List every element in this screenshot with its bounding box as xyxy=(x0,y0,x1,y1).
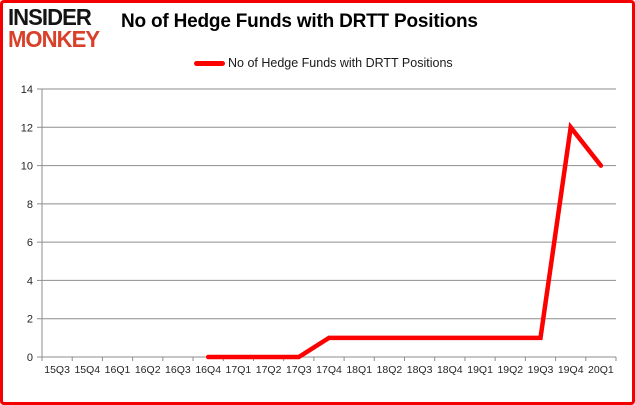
x-axis-tick-label: 18Q3 xyxy=(407,364,433,376)
series-line xyxy=(205,121,604,360)
x-axis-tick-label: 19Q3 xyxy=(528,364,554,376)
x-axis-tick-label: 17Q2 xyxy=(256,364,282,376)
x-axis-tick-label: 19Q2 xyxy=(497,364,523,376)
y-axis-tick-label: 4 xyxy=(27,275,33,287)
y-axis-tick-label: 8 xyxy=(27,199,33,211)
x-axis-tick-label: 16Q3 xyxy=(165,364,191,376)
logo-line-insider: INSIDER xyxy=(8,4,92,30)
legend: No of Hedge Funds with DRTT Positions xyxy=(194,56,453,70)
x-axis-tick-label: 17Q1 xyxy=(226,364,252,376)
x-axis-tick-label: 19Q1 xyxy=(467,364,493,376)
logo-line-monkey: MONKEY xyxy=(8,26,100,52)
y-axis-tick-label: 10 xyxy=(21,161,33,173)
x-axis-tick-label: 18Q1 xyxy=(346,364,372,376)
x-axis-tick-label: 17Q4 xyxy=(316,364,342,376)
x-axis-tick-label: 18Q2 xyxy=(377,364,403,376)
x-axis-tick-label: 19Q4 xyxy=(558,364,584,376)
x-axis-tick-label: 18Q4 xyxy=(437,364,463,376)
y-axis-tick-label: 14 xyxy=(21,84,33,96)
legend-line-marker xyxy=(194,60,225,66)
x-axis-tick-label: 16Q4 xyxy=(195,364,221,376)
x-axis-tick-label: 16Q1 xyxy=(105,364,131,376)
y-axis-tick-label: 12 xyxy=(21,122,33,134)
x-axis-tick-label: 17Q3 xyxy=(286,364,312,376)
x-axis-tick-label: 15Q3 xyxy=(44,364,70,376)
y-axis-tick-label: 2 xyxy=(27,314,33,326)
insider-monkey-logo: INSIDER MONKEY xyxy=(8,4,100,52)
x-axis-tick-label: 15Q4 xyxy=(74,364,100,376)
y-axis-tick-label: 0 xyxy=(27,352,33,364)
x-axis-tick-label: 20Q1 xyxy=(588,364,614,376)
page-title: No of Hedge Funds with DRTT Positions xyxy=(121,11,478,32)
y-axis-tick-label: 6 xyxy=(27,237,33,249)
x-axis-tick-label: 16Q2 xyxy=(135,364,161,376)
legend-label: No of Hedge Funds with DRTT Positions xyxy=(228,56,453,70)
